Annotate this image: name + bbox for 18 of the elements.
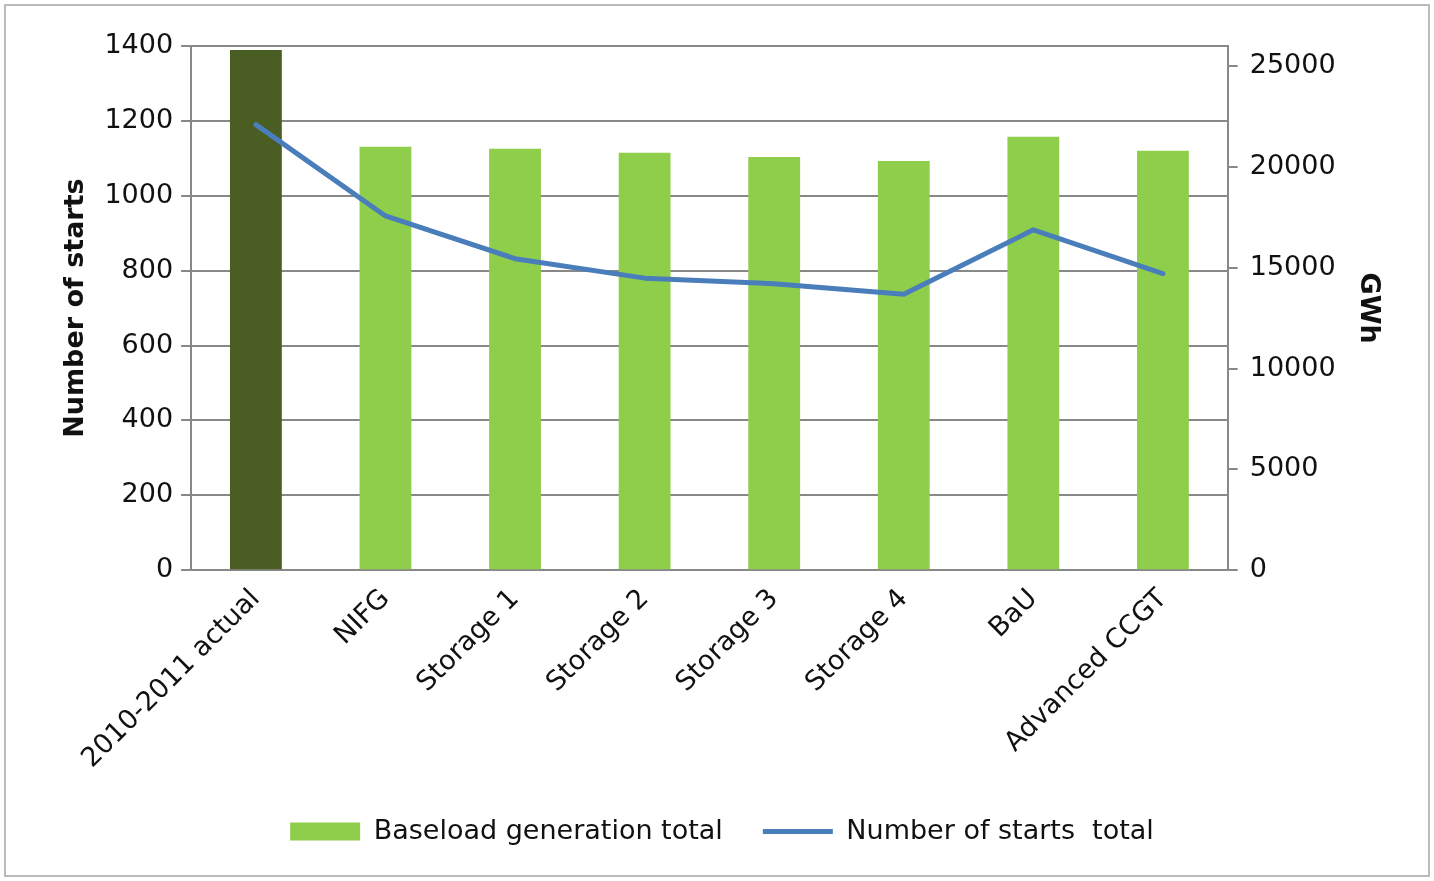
y2-tick-label: 5000 <box>1249 451 1319 483</box>
y-axis-title: Number of starts <box>58 178 90 438</box>
y2-tick-label: 10000 <box>1249 350 1336 382</box>
y-tick-label: 1400 <box>104 28 174 60</box>
y-tick-label: 1200 <box>104 102 174 134</box>
y2-axis-title: GWh <box>1354 272 1386 344</box>
y-tick-label: 200 <box>121 477 174 509</box>
y2-tick-label: 25000 <box>1249 48 1336 80</box>
legend-label: Number of starts total <box>846 813 1154 845</box>
y-tick-label: 1000 <box>104 177 174 209</box>
y-tick-label: 400 <box>121 402 174 434</box>
y-tick-label: 600 <box>121 327 174 359</box>
y-tick-label: 800 <box>121 252 174 284</box>
legend-label: Baseload generation total <box>373 813 723 845</box>
y2-tick-label: 0 <box>1249 552 1267 584</box>
y2-tick-label: 15000 <box>1249 249 1336 281</box>
y2-tick-label: 20000 <box>1249 148 1336 180</box>
y-tick-label: 0 <box>155 552 174 584</box>
